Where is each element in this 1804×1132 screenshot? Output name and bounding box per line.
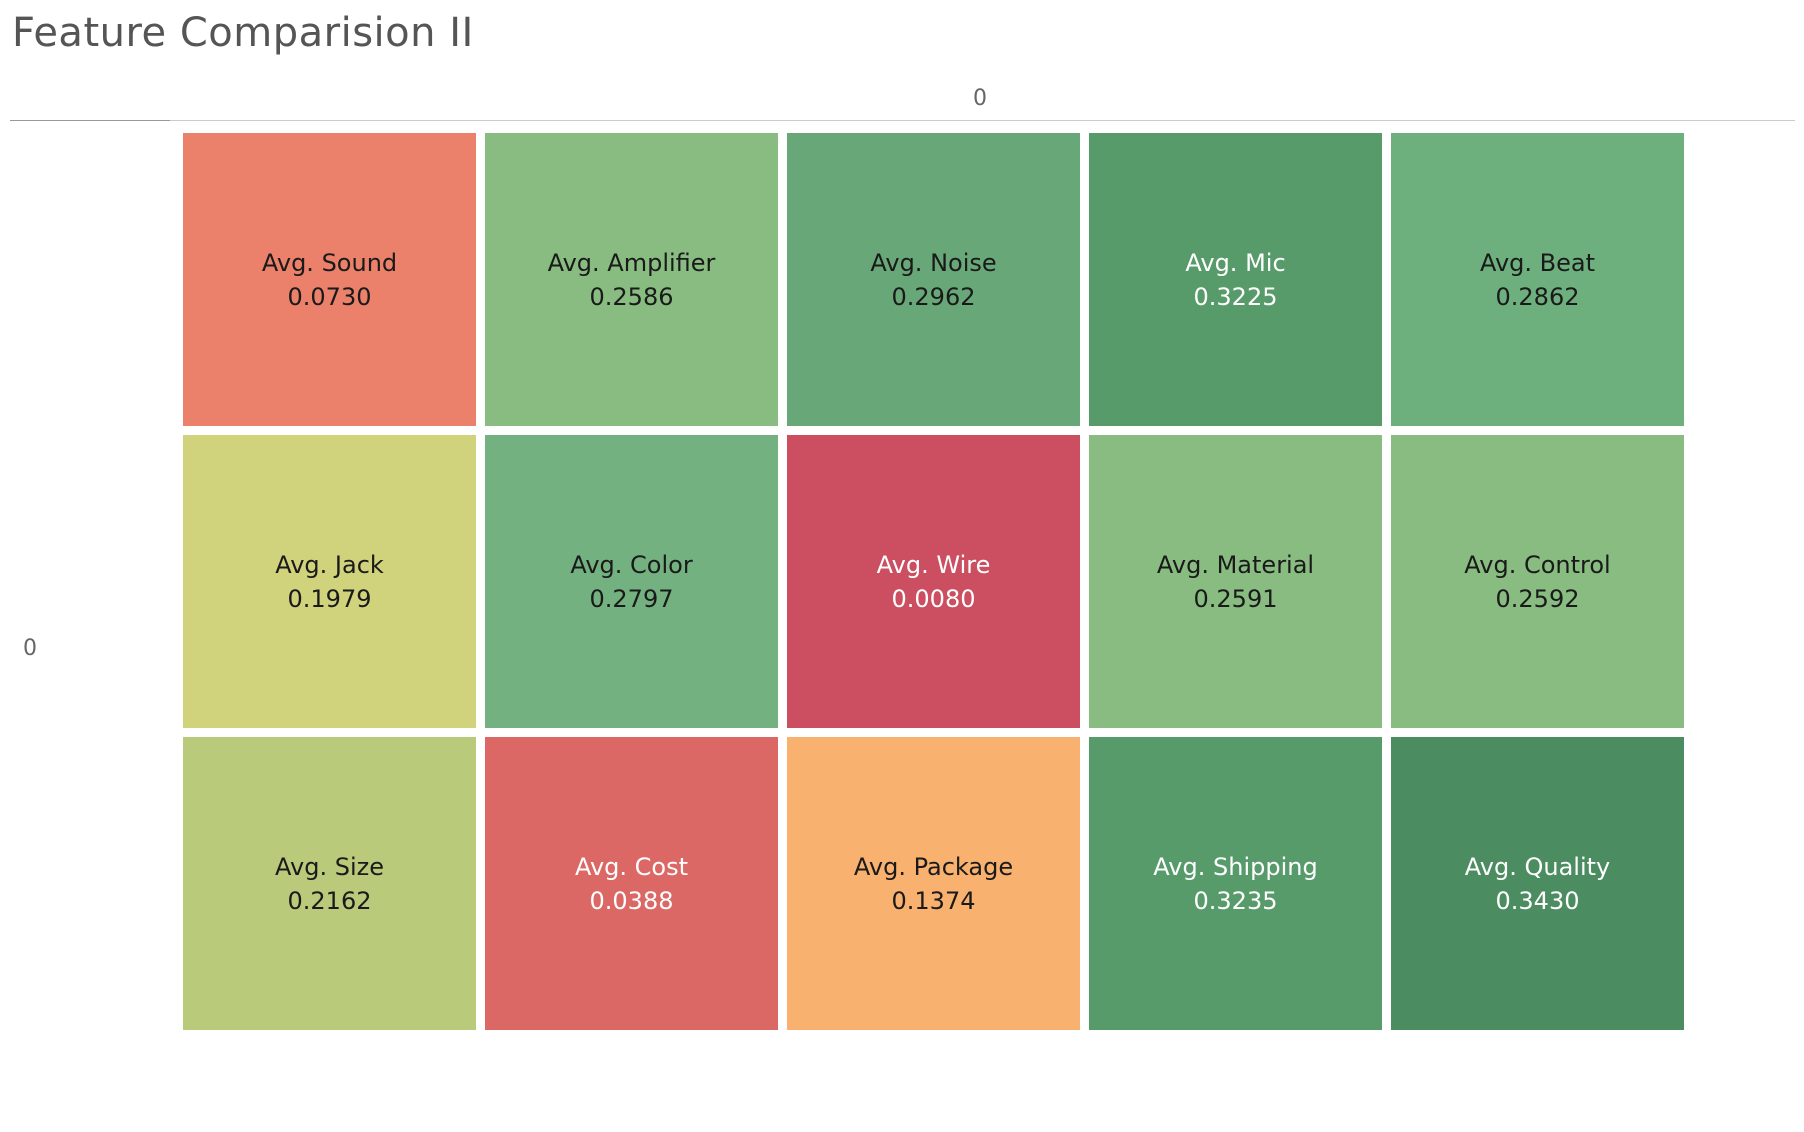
cell-label: Avg. Color <box>570 550 693 579</box>
cell-value: 0.2586 <box>589 282 674 311</box>
heatmap-cell[interactable]: Avg. Shipping 0.3235 <box>1089 737 1382 1030</box>
heatmap-cell[interactable]: Avg. Sound 0.0730 <box>183 133 476 426</box>
heatmap-cell[interactable]: Avg. Material 0.2591 <box>1089 435 1382 728</box>
cell-label: Avg. Control <box>1464 550 1611 579</box>
column-header: 0 <box>973 86 987 111</box>
cell-value: 0.3430 <box>1495 886 1580 915</box>
cell-value: 0.2162 <box>287 886 372 915</box>
chart-title: Feature Comparision II <box>12 10 474 56</box>
heatmap-cell[interactable]: Avg. Control 0.2592 <box>1391 435 1684 728</box>
cell-value: 0.3225 <box>1193 282 1278 311</box>
heatmap-cell[interactable]: Avg. Amplifier 0.2586 <box>485 133 778 426</box>
cell-label: Avg. Amplifier <box>547 248 716 277</box>
cell-label: Avg. Noise <box>870 248 997 277</box>
cell-label: Avg. Jack <box>275 550 384 579</box>
row-header: 0 <box>23 636 37 661</box>
header-divider-left <box>10 120 170 121</box>
cell-value: 0.3235 <box>1193 886 1278 915</box>
heatmap-cell[interactable]: Avg. Color 0.2797 <box>485 435 778 728</box>
cell-value: 0.2962 <box>891 282 976 311</box>
cell-value: 0.1979 <box>287 584 372 613</box>
cell-label: Avg. Size <box>275 852 384 881</box>
heatmap-cell[interactable]: Avg. Size 0.2162 <box>183 737 476 1030</box>
cell-label: Avg. Wire <box>876 550 991 579</box>
cell-value: 0.0080 <box>891 584 976 613</box>
heatmap-cell[interactable]: Avg. Mic 0.3225 <box>1089 133 1382 426</box>
cell-value: 0.1374 <box>891 886 976 915</box>
heatmap-cell[interactable]: Avg. Package 0.1374 <box>787 737 1080 1030</box>
heatmap-cell[interactable]: Avg. Wire 0.0080 <box>787 435 1080 728</box>
heatmap-cell[interactable]: Avg. Jack 0.1979 <box>183 435 476 728</box>
cell-label: Avg. Material <box>1156 550 1315 579</box>
cell-label: Avg. Cost <box>574 852 689 881</box>
cell-label: Avg. Sound <box>261 248 398 277</box>
cell-value: 0.2797 <box>589 584 674 613</box>
cell-label: Avg. Quality <box>1464 852 1611 881</box>
heatmap-cell[interactable]: Avg. Quality 0.3430 <box>1391 737 1684 1030</box>
cell-label: Avg. Shipping <box>1153 852 1318 881</box>
cell-value: 0.0730 <box>287 282 372 311</box>
cell-label: Avg. Beat <box>1479 248 1596 277</box>
cell-label: Avg. Mic <box>1185 248 1286 277</box>
heatmap-cell[interactable]: Avg. Beat 0.2862 <box>1391 133 1684 426</box>
cell-label: Avg. Package <box>853 852 1014 881</box>
header-divider <box>170 120 1795 121</box>
cell-value: 0.2592 <box>1495 584 1580 613</box>
heatmap-cell[interactable]: Avg. Noise 0.2962 <box>787 133 1080 426</box>
cell-value: 0.2591 <box>1193 584 1278 613</box>
heatmap-cell[interactable]: Avg. Cost 0.0388 <box>485 737 778 1030</box>
cell-value: 0.0388 <box>589 886 674 915</box>
cell-value: 0.2862 <box>1495 282 1580 311</box>
